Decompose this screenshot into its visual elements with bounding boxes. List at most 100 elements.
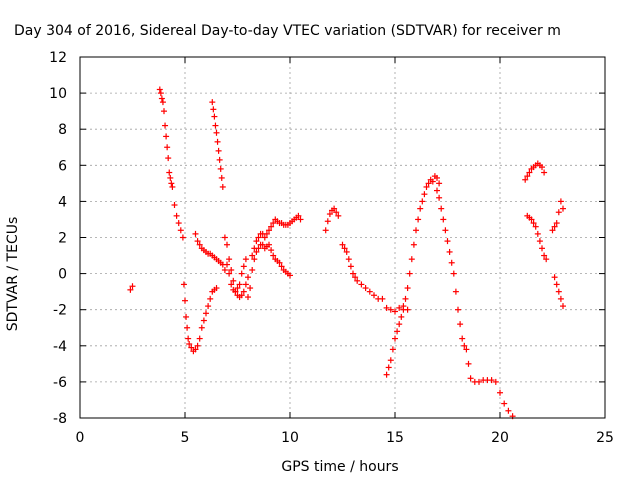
series-6 bbox=[322, 205, 411, 315]
data-point bbox=[203, 310, 209, 317]
data-point bbox=[434, 187, 440, 194]
data-point bbox=[175, 220, 182, 227]
series-4 bbox=[221, 241, 293, 301]
data-point bbox=[429, 178, 436, 185]
data-point bbox=[226, 256, 233, 263]
data-point bbox=[347, 263, 354, 270]
data-point bbox=[216, 156, 223, 163]
ticks: 0 5 10 15 20 25 -8 -6 -4 -2 0 2 4 6 8 10 12 bbox=[49, 50, 614, 446]
data-point bbox=[196, 241, 203, 248]
data-point bbox=[387, 357, 394, 364]
data-point bbox=[541, 169, 548, 176]
data-point bbox=[213, 129, 220, 136]
data-point bbox=[238, 292, 245, 299]
y-tick-label: 0 bbox=[58, 267, 67, 283]
data-point bbox=[528, 216, 535, 223]
data-point bbox=[551, 274, 558, 281]
data-point bbox=[543, 256, 550, 263]
data-point bbox=[341, 245, 348, 252]
data-point bbox=[551, 223, 558, 230]
data-point bbox=[476, 378, 482, 385]
data-point bbox=[270, 252, 277, 259]
data-point bbox=[419, 198, 426, 205]
data-point bbox=[161, 108, 167, 115]
data-point bbox=[184, 324, 191, 331]
data-point bbox=[410, 241, 417, 248]
data-point bbox=[192, 230, 199, 237]
data-point bbox=[173, 212, 180, 219]
data-point bbox=[415, 216, 422, 223]
data-point bbox=[209, 99, 216, 106]
data-point bbox=[185, 335, 192, 342]
data-point bbox=[242, 281, 249, 288]
data-point bbox=[179, 234, 186, 241]
data-point bbox=[392, 308, 398, 315]
data-point bbox=[253, 238, 260, 245]
data-point bbox=[168, 180, 175, 187]
data-point bbox=[530, 220, 537, 227]
data-point bbox=[387, 306, 394, 313]
data-point bbox=[326, 211, 333, 218]
data-point bbox=[463, 346, 470, 353]
data-point bbox=[240, 263, 247, 270]
data-point bbox=[452, 288, 459, 295]
data-point bbox=[539, 245, 545, 252]
data-point bbox=[553, 220, 560, 227]
data-point bbox=[440, 216, 447, 223]
data-point bbox=[245, 274, 251, 281]
series-9 bbox=[522, 160, 566, 310]
data-point bbox=[448, 259, 455, 266]
data-point bbox=[534, 230, 541, 237]
data-point bbox=[465, 360, 472, 367]
data-point bbox=[402, 295, 409, 302]
data-point bbox=[335, 212, 342, 219]
series-3 bbox=[192, 230, 251, 301]
data-point bbox=[188, 344, 195, 351]
data-point bbox=[268, 223, 275, 230]
data-point bbox=[162, 122, 169, 129]
data-point bbox=[242, 256, 249, 263]
data-point bbox=[251, 245, 258, 252]
y-tick-label: -8 bbox=[53, 411, 67, 427]
data-point bbox=[156, 86, 163, 93]
data-point bbox=[198, 324, 205, 331]
data-point bbox=[383, 371, 390, 378]
data-point bbox=[217, 165, 224, 172]
x-tick-label: 10 bbox=[281, 430, 299, 446]
data-point bbox=[423, 183, 430, 190]
data-point bbox=[183, 313, 190, 320]
data-point bbox=[287, 272, 293, 279]
data-point bbox=[536, 238, 543, 245]
data-point bbox=[218, 174, 225, 181]
data-point bbox=[211, 113, 218, 120]
data-point bbox=[221, 234, 228, 241]
data-point bbox=[560, 303, 566, 310]
data-point bbox=[159, 99, 166, 106]
data-point bbox=[210, 106, 217, 113]
data-point bbox=[557, 295, 564, 302]
data-point bbox=[549, 227, 556, 234]
grid bbox=[80, 57, 605, 418]
y-tick-label: 6 bbox=[58, 158, 67, 174]
data-point bbox=[555, 209, 562, 216]
data-point bbox=[224, 261, 230, 268]
data-point bbox=[186, 340, 193, 347]
data-point bbox=[394, 328, 401, 335]
data-point bbox=[247, 285, 254, 292]
data-point bbox=[266, 241, 272, 248]
data-point bbox=[362, 285, 369, 292]
data-point bbox=[295, 212, 302, 219]
data-point bbox=[557, 198, 564, 205]
data-point bbox=[297, 216, 304, 223]
data-point bbox=[164, 144, 171, 151]
x-tick-label: 5 bbox=[181, 430, 190, 446]
data-point bbox=[129, 283, 136, 290]
data-point bbox=[444, 238, 451, 245]
data-point bbox=[366, 288, 373, 295]
x-axis-title: GPS time / hours bbox=[281, 459, 398, 475]
data-point bbox=[417, 205, 424, 212]
data-point bbox=[224, 241, 230, 248]
x-tick-label: 25 bbox=[596, 430, 614, 446]
data-point bbox=[404, 285, 411, 292]
data-point bbox=[350, 270, 356, 277]
